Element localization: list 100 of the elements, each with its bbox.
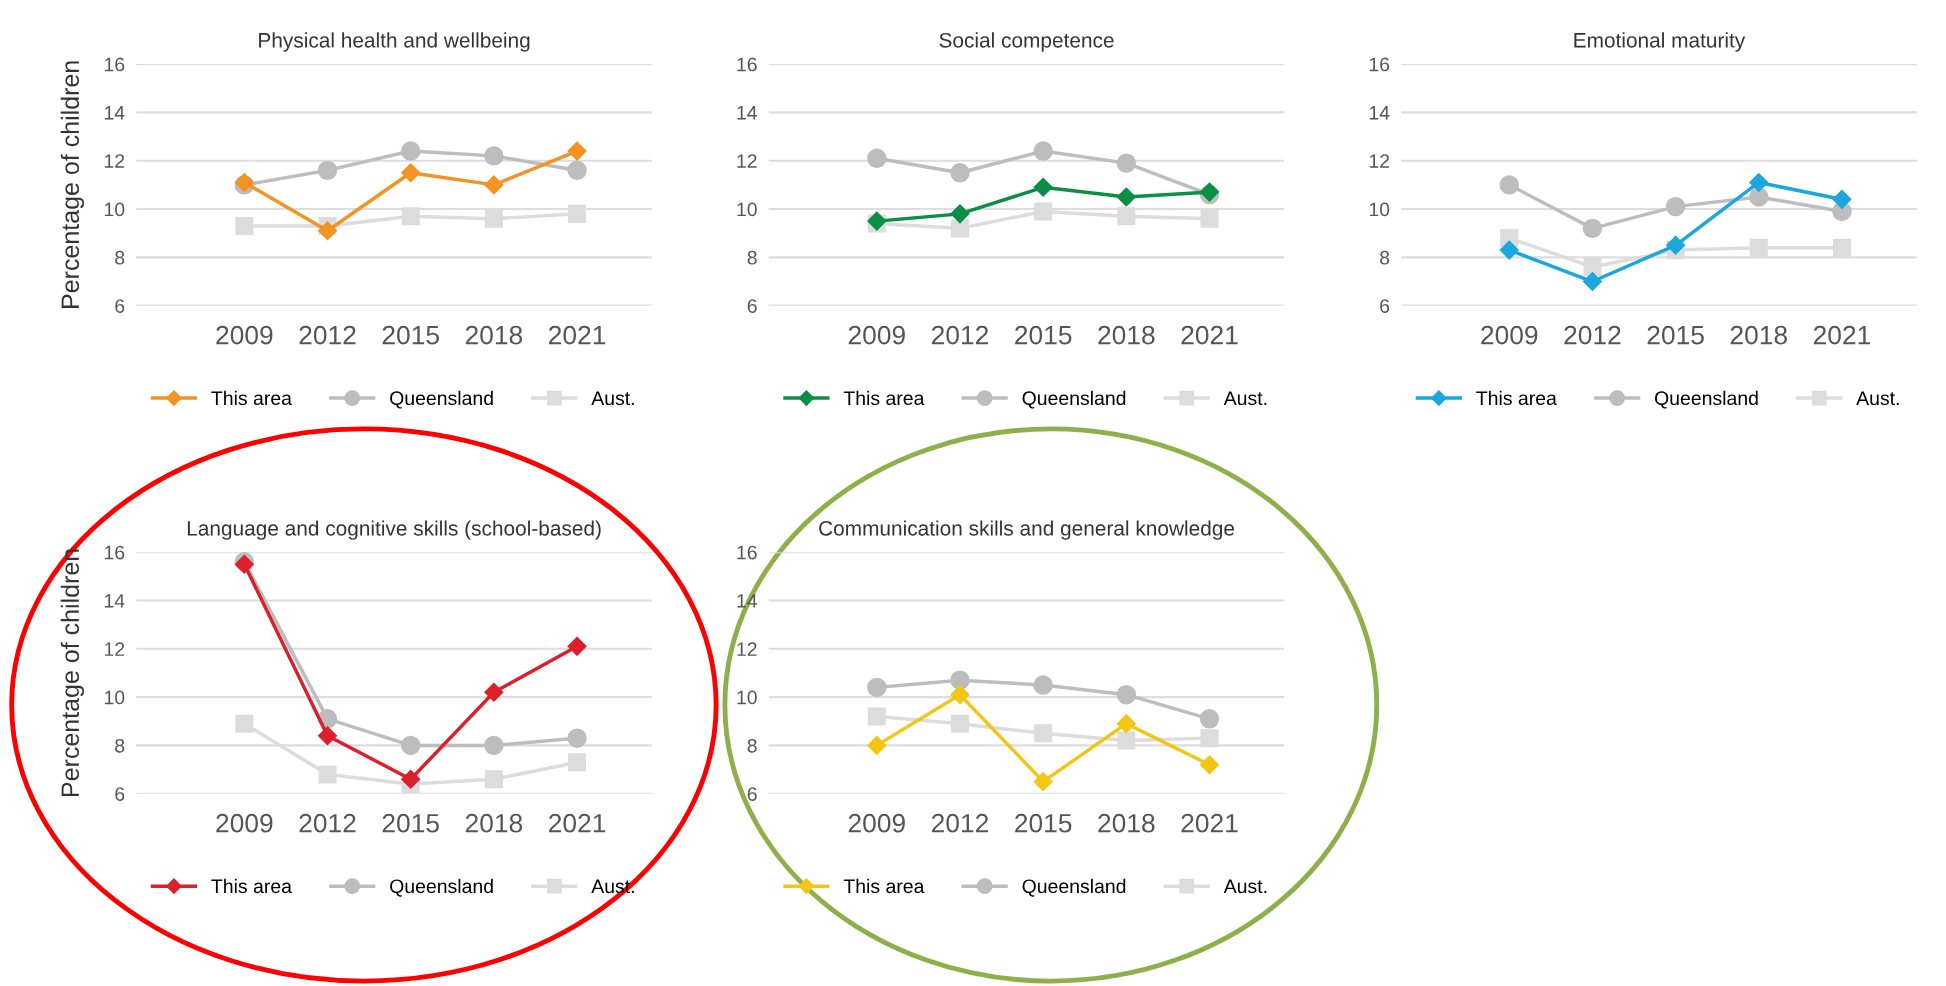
- x-tick-label: 2015: [382, 813, 439, 833]
- legend-label: This area: [211, 390, 292, 406]
- x-tick-label: 2018: [465, 325, 523, 345]
- y-tick-label: 12: [737, 642, 757, 656]
- point: [484, 146, 504, 166]
- x-tick-label: 2012: [931, 813, 988, 833]
- point: [1034, 724, 1053, 743]
- point: [1117, 731, 1136, 750]
- point: [1749, 238, 1768, 257]
- point: [1116, 714, 1136, 734]
- point: [1116, 153, 1137, 173]
- y-tick-label: 8: [115, 250, 125, 265]
- point: [950, 670, 970, 690]
- y-tick-label: 16: [1369, 57, 1390, 72]
- point: [567, 728, 587, 748]
- point: [950, 714, 970, 733]
- point: [950, 685, 970, 705]
- point: [567, 636, 587, 656]
- x-tick-label: 2021: [549, 325, 606, 345]
- y-tick-label: 10: [104, 202, 125, 217]
- point: [1582, 271, 1602, 292]
- y-tick-label: 14: [737, 106, 757, 120]
- point: [235, 714, 254, 733]
- x-tick-label: 2018: [465, 813, 523, 833]
- x-tick-label: 2009: [848, 813, 905, 833]
- y-tick-label: 8: [115, 738, 125, 753]
- point: [484, 770, 503, 789]
- y-tick-label: 8: [747, 738, 757, 753]
- point: [867, 735, 887, 755]
- point: [484, 682, 504, 702]
- point: [1033, 141, 1053, 161]
- point: [317, 160, 338, 181]
- point: [1199, 709, 1220, 729]
- x-tick-label: 2012: [299, 813, 356, 833]
- x-tick-label: 2015: [1647, 325, 1704, 345]
- y-tick-label: 8: [1380, 250, 1390, 265]
- chart-title: Physical health and wellbeing: [259, 32, 530, 52]
- point: [1499, 240, 1519, 260]
- y-tick-label: 12: [104, 154, 125, 168]
- point: [1033, 675, 1053, 695]
- point: [1117, 207, 1136, 226]
- y-tick-label: 14: [104, 106, 125, 120]
- point: [484, 209, 503, 228]
- legend-label: Queensland: [1022, 878, 1126, 897]
- point: [1665, 196, 1686, 217]
- point: [318, 765, 337, 784]
- point: [1200, 209, 1219, 228]
- x-tick-label: 2021: [1181, 325, 1238, 345]
- point: [1582, 218, 1603, 239]
- y-axis-title: Percentage of children: [60, 61, 85, 308]
- legend-label: Aust.: [1856, 391, 1899, 406]
- y-tick-label: 14: [1369, 106, 1390, 120]
- y-tick-label: 8: [747, 250, 757, 265]
- x-tick-label: 2012: [1564, 325, 1621, 345]
- x-tick-label: 2021: [549, 813, 606, 833]
- point: [568, 204, 587, 223]
- point: [484, 175, 504, 195]
- y-tick-label: 6: [115, 787, 125, 801]
- y-axis-title: Percentage of children: [60, 549, 85, 796]
- y-tick-label: 10: [737, 690, 757, 705]
- y-tick-label: 16: [104, 57, 125, 72]
- x-tick-label: 2009: [216, 325, 273, 345]
- point: [401, 207, 420, 226]
- point: [567, 160, 587, 181]
- legend-label: Queensland: [390, 878, 493, 897]
- legend-label: This area: [843, 878, 925, 894]
- point: [400, 735, 421, 756]
- y-tick-label: 6: [1380, 299, 1390, 313]
- point: [1499, 175, 1519, 195]
- point: [867, 148, 887, 169]
- legend-label: Aust.: [1223, 879, 1267, 894]
- x-tick-label: 2018: [1730, 325, 1787, 345]
- point: [1033, 177, 1053, 197]
- chart-title: Communication skills and general knowledge: [819, 520, 1235, 540]
- x-tick-label: 2021: [1181, 813, 1238, 833]
- point: [568, 753, 587, 772]
- point: [317, 726, 338, 746]
- point: [317, 221, 338, 241]
- point: [1583, 257, 1602, 277]
- y-tick-label: 16: [104, 545, 125, 560]
- point: [1749, 172, 1769, 192]
- point: [1034, 202, 1053, 221]
- legend-label: This area: [1476, 390, 1557, 406]
- point: [1199, 755, 1220, 775]
- point: [401, 163, 421, 183]
- y-tick-label: 16: [737, 57, 757, 72]
- x-tick-label: 2009: [848, 325, 905, 345]
- y-tick-label: 12: [104, 642, 125, 656]
- y-tick-label: 10: [1369, 202, 1390, 217]
- point: [1116, 684, 1137, 705]
- x-tick-label: 2015: [1015, 325, 1072, 345]
- x-tick-label: 2018: [1098, 813, 1155, 833]
- point: [867, 707, 886, 726]
- point: [1832, 238, 1851, 257]
- y-tick-label: 12: [737, 154, 757, 168]
- chart-title: Emotional maturity: [1574, 32, 1746, 52]
- x-tick-label: 2018: [1098, 325, 1155, 345]
- point: [484, 735, 504, 756]
- point: [1666, 235, 1686, 255]
- y-tick-label: 14: [104, 594, 125, 608]
